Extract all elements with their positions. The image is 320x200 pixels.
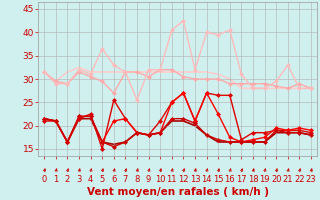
X-axis label: Vent moyen/en rafales ( km/h ): Vent moyen/en rafales ( km/h ) bbox=[87, 187, 268, 197]
